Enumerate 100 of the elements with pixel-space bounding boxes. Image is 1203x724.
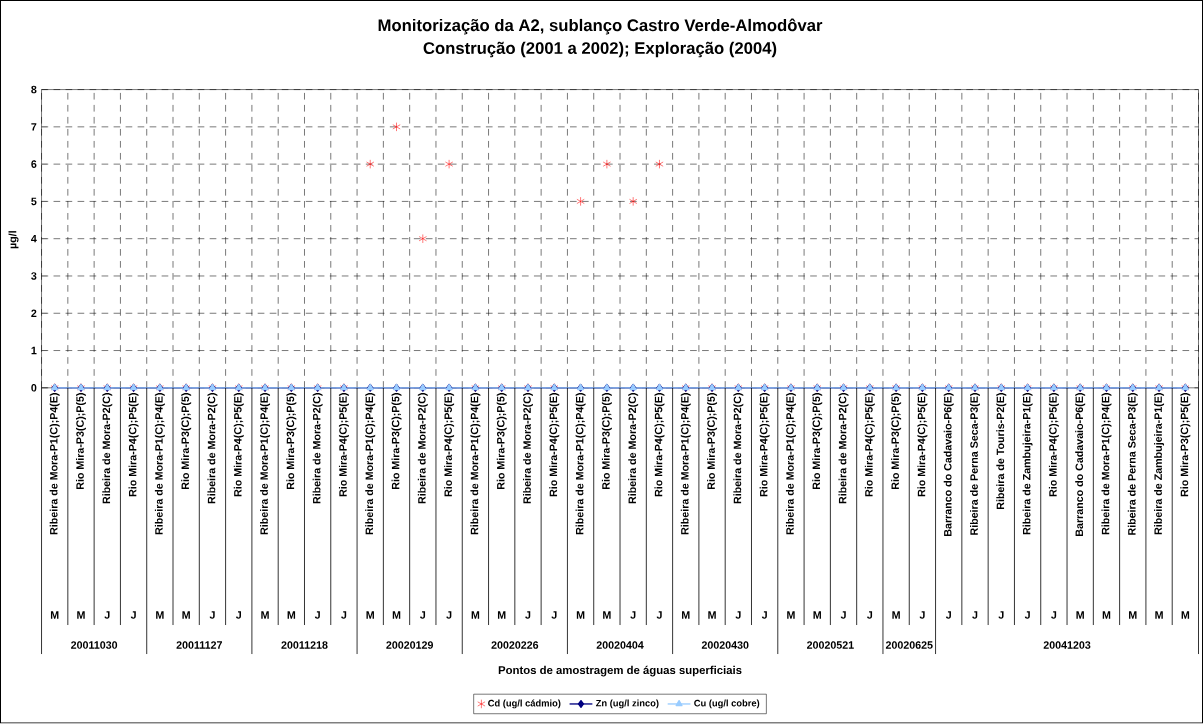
text: M: [813, 611, 821, 619]
text: M: [392, 611, 401, 619]
text: J: [104, 611, 110, 619]
x-tick-label: Barranco do Cadavaio-P6(E): [1075, 393, 1086, 537]
x-tick-label: Ribeira de Mora-P1(C);P4(E): [680, 393, 691, 535]
x-tick-label: Rio Mira-P3(C);P(5): [707, 393, 718, 490]
legend-label: Zn (ug/l zinco): [595, 699, 659, 709]
x-tick-label: Ribeira de Touris-P2(E): [996, 393, 1007, 510]
x-tick-label: Rio Mira-P3(C);P(5): [286, 393, 297, 490]
text: M: [1102, 611, 1111, 619]
x-tick-label: Ribeira de Mora-P2(C): [417, 393, 428, 504]
text: 20011127: [176, 641, 222, 650]
y-tick-label: 4: [31, 235, 37, 243]
x-tick-label: Ribeira de Mora-P1(C);P4(E): [470, 393, 481, 535]
x-tick-label: Rio Mira-P4(C);P5(E): [1048, 393, 1059, 497]
x-tick-label: Rio Mira-P3(C);P(5): [76, 393, 86, 490]
y-tick-label: 3: [31, 272, 37, 280]
y-tick-label: 7: [31, 123, 37, 131]
text: J: [867, 611, 873, 619]
text: M: [892, 611, 900, 619]
text: J: [235, 611, 241, 619]
text: 20020430: [701, 641, 749, 650]
y-tick-label: 6: [31, 160, 37, 169]
y-tick-label: 0: [31, 384, 37, 392]
x-tick-label: Ribeira de Zambujeira-P1(E): [1022, 393, 1033, 535]
text: M: [787, 611, 795, 619]
legend-label: Cd (ug/l cádmio): [488, 699, 561, 709]
x-tick-label: Ribeira de Mora-P2(C): [523, 393, 533, 504]
text: M: [471, 611, 480, 619]
text: 20020521: [807, 641, 854, 650]
text: J: [341, 611, 347, 619]
x-tick-label: Ribeira de Mora-P1(C);P4(E): [154, 393, 165, 535]
text: J: [446, 611, 452, 619]
y-tick-label: 8: [31, 85, 37, 94]
text: 20041203: [1043, 641, 1091, 650]
text: 20011030: [71, 641, 118, 650]
text: J: [525, 611, 531, 619]
text: M: [603, 611, 611, 619]
x-tick-label: Rio Mira-P4(C);P5(E): [128, 393, 139, 497]
x-tick-label: Rio Mira-P4(C);P5(E): [549, 393, 560, 497]
text: M: [261, 611, 269, 619]
text: M: [1076, 611, 1084, 619]
text: J: [735, 611, 741, 619]
text: M: [1181, 611, 1190, 619]
text: J: [630, 611, 636, 619]
y-tick-label: 5: [31, 197, 37, 206]
text: M: [156, 611, 164, 619]
text: J: [840, 611, 846, 619]
chart-title: Monitorização da A2, sublanço Castro Verde-Almodôvar: [378, 18, 823, 35]
text: 20020625: [885, 641, 933, 650]
x-tick-label: Rio Mira-P4(C);P5(E): [864, 393, 875, 497]
x-tick-label: Rio Mira-P4(C);P5(E): [759, 393, 770, 497]
text: Pontos de amostragem de águas superficiais: [498, 665, 742, 677]
x-tick-label: Rio Mira-P4(C);P5(E): [654, 393, 665, 497]
text: J: [656, 611, 662, 619]
x-tick-label: Ribeira de Mora-P2(C): [312, 393, 323, 504]
x-tick-label: Rio Mira-P4(C);P5(E): [917, 393, 928, 497]
x-tick-label: Rio Mira-P4(C);P5(E): [233, 393, 244, 497]
text: J: [420, 611, 426, 619]
x-tick-label: Rio Mira-P3(C);P(5): [812, 393, 823, 490]
text: M: [708, 611, 716, 619]
text: M: [1129, 611, 1137, 619]
text: J: [761, 611, 767, 619]
text: M: [182, 611, 190, 619]
text: M: [50, 611, 59, 619]
text: J: [209, 611, 215, 619]
x-tick-label: Ribeira de Mora-P1(C);P4(E): [260, 393, 271, 535]
x-tick-label: Barranco do Cadavaio-P6(E): [943, 393, 954, 537]
text: M: [77, 611, 85, 619]
x-tick-label: Ribeira de Mora-P1(C);P4(E): [1101, 393, 1112, 535]
x-tick-label: Ribeira de Mora-P2(C): [207, 393, 218, 504]
text: 20020404: [596, 641, 644, 650]
x-tick-label: Rio Mira-P3(C);P(5): [496, 393, 507, 490]
x-tick-label: Rio Mira-P4(C);P5(E): [338, 393, 349, 497]
chart-subtitle: Construção (2001 a 2002); Exploração (2004): [423, 41, 777, 58]
x-tick-label: Ribeira de Mora-P2(C): [838, 393, 849, 504]
text: M: [287, 611, 296, 619]
x-tick-label: Rio Mira-P3(C);P(5): [391, 393, 402, 490]
text: M: [366, 611, 374, 619]
legend-label: Cu (ug/l cobre): [694, 699, 760, 709]
x-tick-label: Rio Mira-P4(C);P5(E): [444, 393, 455, 497]
x-tick-label: Ribeira de Zambujeira-P1(E): [1154, 393, 1165, 535]
x-tick-label: Ribeira de Perna Seca-P3(E): [970, 393, 980, 536]
text: J: [919, 611, 925, 619]
y-tick-label: 1: [31, 347, 37, 355]
x-tick-label: Rio Mira-P3(C);P(5): [891, 393, 902, 490]
text: M: [1155, 611, 1163, 619]
text: J: [945, 611, 951, 619]
text: J: [972, 611, 978, 619]
text: 20020226: [491, 641, 539, 650]
text: M: [576, 611, 585, 619]
x-tick-label: Ribeira de Mora-P1(C);P4(E): [365, 393, 376, 535]
text: M: [682, 611, 690, 619]
x-tick-label: Ribeira de Mora-P2(C): [733, 393, 744, 504]
text: J: [1051, 611, 1057, 619]
x-tick-label: Ribeira de Mora-P1(C);P4(E): [575, 393, 586, 535]
x-tick-label: Ribeira de Mora-P2(C): [628, 393, 639, 504]
x-tick-label: Ribeira de Mora-P1(C);P4(E): [785, 393, 796, 535]
x-tick-label: Ribeira de Mora-P2(C): [102, 393, 113, 504]
text: J: [998, 611, 1004, 619]
